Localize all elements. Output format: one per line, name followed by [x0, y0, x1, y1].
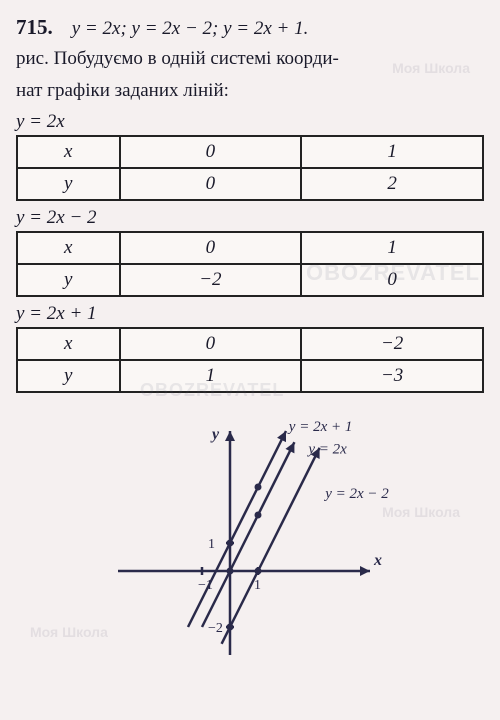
svg-text:y = 2x + 1: y = 2x + 1	[287, 419, 353, 435]
table-cell: 1	[301, 232, 483, 264]
table-row: y 1 −3	[17, 360, 483, 392]
line-chart: xy1−11−2y = 2x + 1y = 2xy = 2x − 2	[100, 401, 400, 661]
table-cell: x	[17, 136, 120, 168]
table-cell: x	[17, 232, 120, 264]
svg-text:y = 2x − 2: y = 2x − 2	[323, 486, 389, 502]
table-row: x 0 1	[17, 136, 483, 168]
table-cell: 0	[120, 168, 302, 200]
table-cell: 0	[120, 232, 302, 264]
svg-text:−2: −2	[208, 621, 223, 636]
svg-text:1: 1	[254, 578, 261, 593]
table-row: x 0 −2	[17, 328, 483, 360]
table-cell: 2	[301, 168, 483, 200]
table-row: y 0 2	[17, 168, 483, 200]
table-cell: 0	[301, 264, 483, 296]
equation-label-3: y = 2x + 1	[16, 303, 484, 325]
table-cell: −2	[301, 328, 483, 360]
table-cell: 1	[120, 360, 302, 392]
svg-text:y: y	[210, 426, 220, 443]
header-line: 715. y = 2x; y = 2x − 2; y = 2x + 1.	[16, 12, 484, 44]
svg-text:1: 1	[208, 537, 215, 552]
table-row: y −2 0	[17, 264, 483, 296]
data-table-1: x 0 1 y 0 2	[16, 135, 484, 201]
table-row: x 0 1	[17, 232, 483, 264]
table-cell: 1	[301, 136, 483, 168]
data-table-3: x 0 −2 y 1 −3	[16, 327, 484, 393]
table-cell: y	[17, 168, 120, 200]
data-table-2: x 0 1 y −2 0	[16, 231, 484, 297]
equation-label-2: y = 2x − 2	[16, 207, 484, 229]
table-cell: y	[17, 360, 120, 392]
equations-summary: y = 2x; y = 2x − 2; y = 2x + 1.	[72, 18, 309, 39]
body-text-2: нат графіки заданих ліній:	[16, 78, 484, 105]
table-cell: −2	[120, 264, 302, 296]
table-cell: 0	[120, 136, 302, 168]
svg-text:x: x	[373, 552, 382, 569]
problem-number: 715.	[16, 15, 53, 39]
chart-container: xy1−11−2y = 2x + 1y = 2xy = 2x − 2	[16, 401, 484, 661]
table-cell: y	[17, 264, 120, 296]
table-cell: −3	[301, 360, 483, 392]
body-text-1: рис. Побудуємо в одній системі коорди-	[16, 46, 484, 73]
table-cell: x	[17, 328, 120, 360]
svg-text:y = 2x: y = 2x	[306, 441, 347, 457]
table-cell: 0	[120, 328, 302, 360]
equation-label-1: y = 2x	[16, 111, 484, 133]
